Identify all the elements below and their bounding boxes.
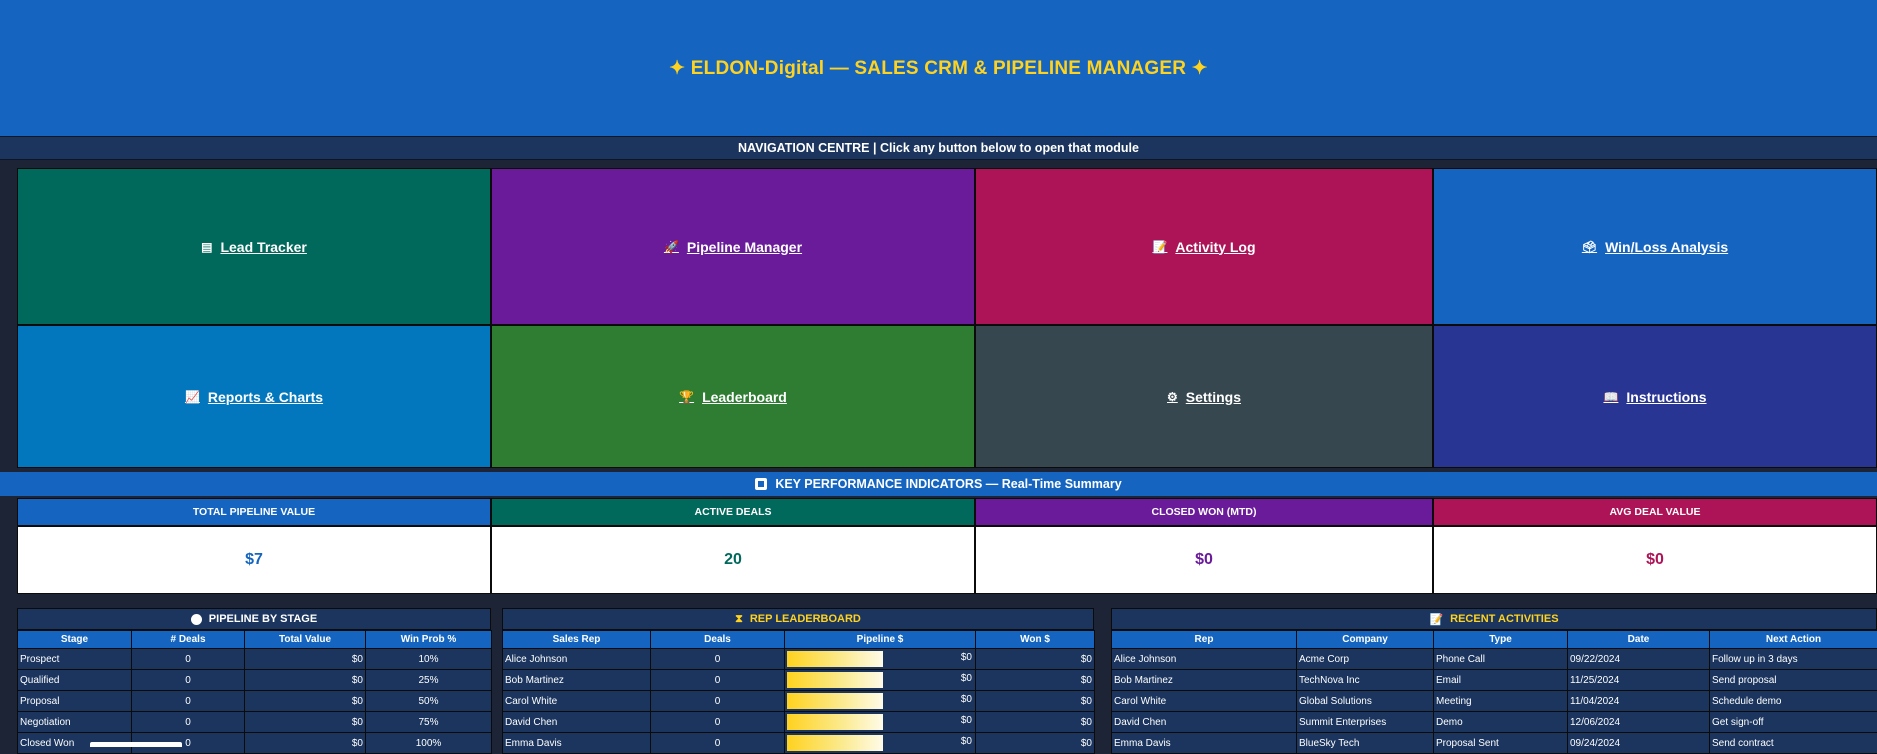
instructions-button[interactable]: 📖 Instructions — [1433, 325, 1877, 468]
leaderboard-button[interactable]: 🏆 Leaderboard — [491, 325, 975, 468]
circle-icon — [191, 614, 202, 625]
clipboard-icon: ▤ — [201, 240, 212, 254]
instructions-label: Instructions — [1626, 389, 1706, 405]
memo-icon: 📝 — [1152, 240, 1167, 254]
kpi-card-avg-deal: AVG DEAL VALUE $0 — [1433, 498, 1877, 594]
trophy-icon: 🏆 — [679, 390, 694, 404]
kpi-label: CLOSED WON (MTD) — [975, 498, 1433, 526]
activity-log-button[interactable]: 📝 Activity Log — [975, 168, 1433, 325]
activities-table: Rep Company Type Date Next Action Alice … — [1111, 630, 1877, 754]
kpi-label: ACTIVE DEALS — [491, 498, 975, 526]
column-header: Next Action — [1710, 631, 1877, 649]
column-header: Company — [1297, 631, 1434, 649]
settings-label: Settings — [1186, 389, 1241, 405]
column-header: Sales Rep — [503, 631, 651, 649]
pipeline-manager-button[interactable]: 🚀 Pipeline Manager — [491, 168, 975, 325]
memo-icon: 📝 — [1429, 613, 1443, 626]
chart-icon: 📈 — [185, 390, 200, 404]
rep-leaderboard-panel: ⧗ REP LEADERBOARD Sales Rep Deals Pipeli… — [502, 608, 1094, 747]
rep-leaderboard-title: ⧗ REP LEADERBOARD — [502, 608, 1094, 630]
column-header: Total Value — [245, 631, 366, 649]
column-header: # Deals — [132, 631, 245, 649]
hourglass-icon: ⧗ — [735, 613, 743, 626]
pipeline-table: Stage # Deals Total Value Win Prob % Pro… — [17, 630, 492, 754]
pipeline-databar — [787, 714, 883, 730]
leaderboard-label: Leaderboard — [702, 389, 787, 405]
app-title: ✦ ELDON-Digital — SALES CRM & PIPELINE M… — [669, 57, 1208, 80]
pipeline-databar — [787, 651, 883, 667]
kpi-value: 20 — [491, 526, 975, 594]
column-header: Deals — [651, 631, 785, 649]
pipeline-databar — [787, 693, 883, 709]
pipeline-databar — [787, 735, 883, 751]
kpi-value: $7 — [17, 526, 491, 594]
kpi-icon — [755, 478, 767, 490]
kpi-label: AVG DEAL VALUE — [1433, 498, 1877, 526]
kpi-card-active-deals: ACTIVE DEALS 20 — [491, 498, 975, 594]
app-title-banner: ✦ ELDON-Digital — SALES CRM & PIPELINE M… — [0, 0, 1877, 136]
kpi-caption-bar: KEY PERFORMANCE INDICATORS — Real-Time S… — [0, 472, 1877, 496]
lead-tracker-label: Lead Tracker — [220, 239, 306, 255]
ballot-box-icon: 🗳 — [1582, 240, 1597, 254]
column-header: Win Prob % — [366, 631, 492, 649]
recent-activities-title: 📝 RECENT ACTIVITIES — [1111, 608, 1877, 630]
kpi-card-total-pipeline: TOTAL PIPELINE VALUE $7 — [17, 498, 491, 594]
pipeline-by-stage-panel: PIPELINE BY STAGE Stage # Deals Total Va… — [17, 608, 491, 747]
reports-charts-label: Reports & Charts — [208, 389, 323, 405]
column-header: Rep — [1112, 631, 1297, 649]
sheet-scroll-handle[interactable] — [90, 742, 182, 747]
kpi-value: $0 — [975, 526, 1433, 594]
column-header: Won $ — [976, 631, 1095, 649]
recent-activities-panel: 📝 RECENT ACTIVITIES Rep Company Type Dat… — [1111, 608, 1877, 747]
reports-charts-button[interactable]: 📈 Reports & Charts — [17, 325, 491, 468]
gear-icon: ⚙ — [1167, 390, 1178, 404]
kpi-caption: KEY PERFORMANCE INDICATORS — Real-Time S… — [775, 477, 1121, 491]
pipeline-by-stage-title: PIPELINE BY STAGE — [17, 608, 491, 630]
column-header: Type — [1434, 631, 1568, 649]
column-header: Stage — [18, 631, 132, 649]
win-loss-analysis-label: Win/Loss Analysis — [1605, 239, 1728, 255]
column-header: Pipeline $ — [785, 631, 976, 649]
lead-tracker-button[interactable]: ▤ Lead Tracker — [17, 168, 491, 325]
leaderboard-table: Sales Rep Deals Pipeline $ Won $ Alice J… — [502, 630, 1095, 754]
book-icon: 📖 — [1603, 390, 1618, 404]
rocket-icon: 🚀 — [664, 240, 679, 254]
settings-button[interactable]: ⚙ Settings — [975, 325, 1433, 468]
navigation-caption: NAVIGATION CENTRE | Click any button bel… — [738, 141, 1139, 155]
kpi-value: $0 — [1433, 526, 1877, 594]
kpi-card-closed-won: CLOSED WON (MTD) $0 — [975, 498, 1433, 594]
win-loss-analysis-button[interactable]: 🗳 Win/Loss Analysis — [1433, 168, 1877, 325]
pipeline-databar — [787, 672, 883, 688]
activity-log-label: Activity Log — [1175, 239, 1255, 255]
navigation-caption-bar: NAVIGATION CENTRE | Click any button bel… — [0, 136, 1877, 160]
pipeline-manager-label: Pipeline Manager — [687, 239, 802, 255]
column-header: Date — [1568, 631, 1710, 649]
kpi-label: TOTAL PIPELINE VALUE — [17, 498, 491, 526]
